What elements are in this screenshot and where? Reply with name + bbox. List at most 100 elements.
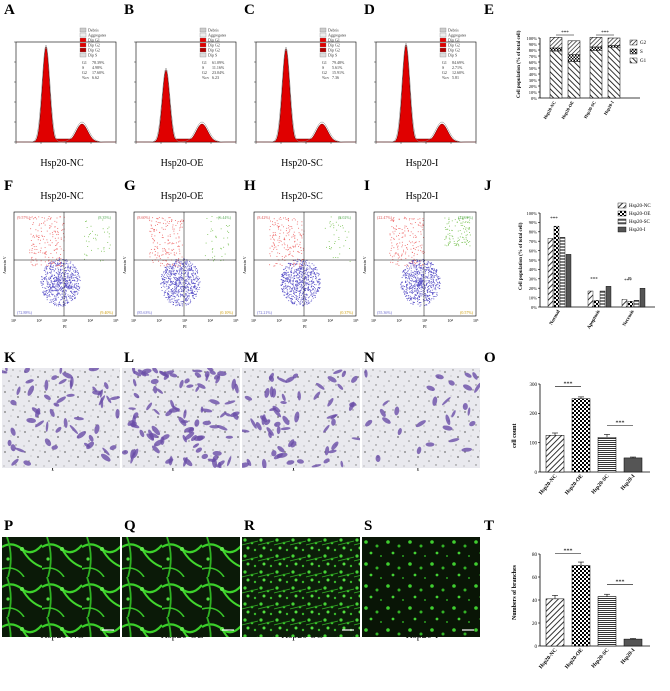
y-tick-label: 300: [530, 383, 538, 388]
tube-formation-image: [362, 537, 480, 637]
tube-formation-image: [2, 537, 120, 637]
y-tick-label: 100%: [527, 36, 538, 41]
y-tick-label: 50%: [529, 66, 538, 71]
y-tick-label: 90%: [529, 42, 538, 47]
panel-label-h: H: [244, 178, 256, 194]
y-tick-label: 20: [532, 622, 538, 627]
x-tick: 10¹: [11, 318, 17, 323]
quadrant-lr: (0.37%): [340, 310, 354, 315]
y-tick-label: 60%: [529, 248, 538, 253]
legend-swatch: [439, 47, 447, 53]
y-tick-label: 0: [535, 471, 538, 476]
x-tick: 10⁴: [328, 318, 334, 323]
bar-s: [567, 54, 581, 62]
x-tick: 10²: [277, 318, 283, 323]
stat-key: %cv: [322, 75, 329, 80]
chart-e-cell-cycle: 0%10%20%30%40%50%60%70%80%90%100% Cell po…: [517, 30, 647, 120]
panel-caption: Hsp20-OE: [160, 158, 204, 169]
x-tick: 10⁵: [473, 318, 479, 323]
bar: [565, 254, 572, 308]
legend-label: Hsp20-OE: [629, 212, 650, 217]
bar-g2: [549, 37, 563, 49]
y-axis-label: Annexin V: [242, 256, 247, 274]
y-tick-label: 200: [530, 412, 538, 417]
legend-label: G2: [640, 41, 647, 46]
y-tick-label: 0%: [531, 305, 537, 310]
stat-value: 11.16%: [212, 65, 225, 70]
legend-swatch: [199, 42, 207, 48]
legend-swatch: [439, 42, 447, 48]
x-tick: 10¹: [251, 318, 257, 323]
panel-label-m: M: [244, 350, 259, 366]
x-tick-label: Hsp20-I: [620, 647, 637, 665]
legend-label: Dip S: [328, 53, 337, 58]
transwell-image: [2, 368, 120, 468]
quadrant-ur: (6.44%): [218, 215, 232, 220]
bar: [545, 435, 565, 473]
significance: ***: [561, 31, 569, 36]
legend-label: Hsp20-SC: [629, 220, 651, 225]
legend-swatch: [319, 42, 327, 48]
bar-g2: [589, 37, 603, 48]
flow-dotplot: (8.60%) (6.44%) (85.63%) (0.10%) 10¹ 10² 10³ 10…: [122, 211, 239, 329]
legend-label: S: [640, 50, 643, 55]
significance: ***: [590, 277, 598, 282]
bar: [547, 238, 554, 308]
quadrant-ul: (9.57%): [17, 215, 31, 220]
legend-label: Dip G2: [448, 43, 460, 48]
panel-label-q: Q: [124, 518, 136, 534]
x-tick: 10²: [37, 318, 43, 323]
legend-label: Debris: [88, 28, 99, 33]
legend-label: Aggregates: [88, 33, 107, 38]
y-tick-label: 80%: [529, 230, 538, 235]
stat-key: S: [82, 65, 84, 70]
panel-label-j: J: [484, 178, 492, 194]
x-tick-label: Hsp20-SC: [591, 647, 611, 669]
y-tick-label: 90%: [529, 220, 538, 225]
x-tick: 10³: [182, 318, 188, 323]
legend-label: Dip S: [208, 53, 217, 58]
quadrant-ul: (8.42%): [257, 215, 271, 220]
legend-swatch: [439, 52, 447, 58]
bar: [571, 398, 591, 473]
quadrant-ll: (72.88%): [17, 310, 33, 315]
legend-swatch: [629, 57, 638, 64]
y-tick-label: 60: [532, 576, 538, 581]
legend-swatch: [617, 210, 627, 217]
x-tick-label: Normal: [549, 309, 562, 326]
panel-caption: Hsp20-SC: [281, 191, 323, 202]
panel-caption: Hsp20-NC: [40, 191, 84, 202]
legend-swatch: [199, 47, 207, 53]
panel-label-p: P: [4, 518, 14, 534]
legend-swatch: [199, 32, 207, 38]
bar-s: [549, 47, 563, 52]
legend-label: Dip S: [448, 53, 457, 58]
x-axis-label: PI: [183, 324, 187, 329]
significance: ***: [616, 420, 625, 426]
panel-label-l: L: [124, 350, 135, 366]
legend-label: Dip G2: [88, 43, 100, 48]
transwell-image: [242, 368, 360, 468]
x-tick-label: Hsp20-I: [603, 100, 615, 116]
y-axis-label: Cell population (% of total cell): [517, 30, 522, 98]
bar: [605, 286, 612, 308]
legend-swatch: [79, 27, 87, 33]
legend-swatch: [617, 202, 627, 209]
y-tick-label: 20%: [529, 84, 538, 89]
bar: [545, 598, 565, 647]
x-axis-label: PI: [63, 324, 67, 329]
x-tick: 10³: [62, 318, 68, 323]
bar: [593, 300, 600, 308]
x-tick-label: Hsp20-NC: [538, 473, 559, 496]
panel-caption: Hsp20-NC: [40, 158, 84, 169]
significance: ***: [564, 549, 573, 555]
y-tick-label: 20%: [529, 286, 538, 291]
stat-key: G1: [202, 60, 207, 65]
quadrant-lr: (9.40%): [100, 310, 114, 315]
stat-key: S: [202, 65, 204, 70]
legend-label: Dip G1: [88, 38, 100, 43]
panel-label-f: F: [4, 178, 14, 194]
legend-label: Aggregates: [208, 33, 227, 38]
